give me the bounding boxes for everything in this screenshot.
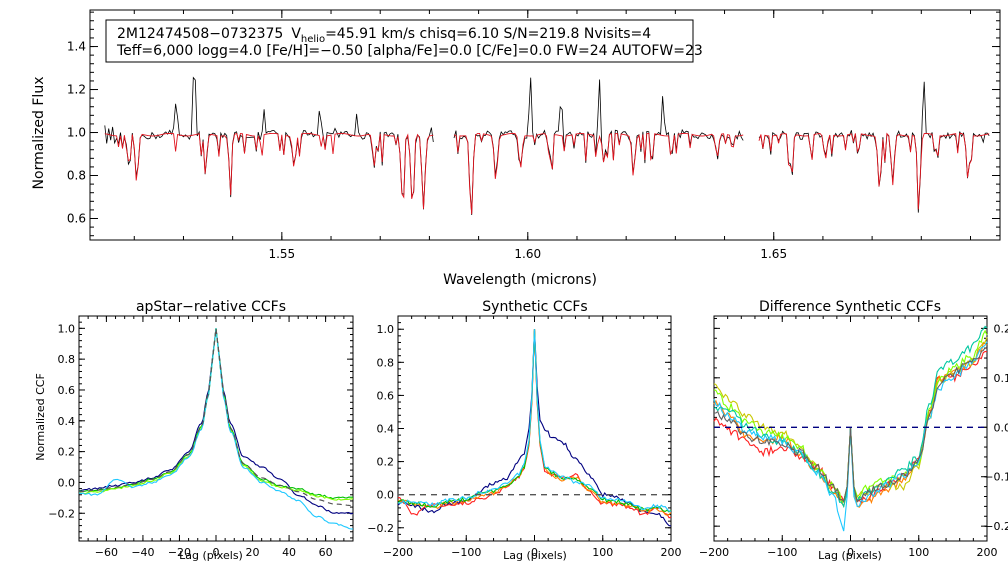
ccf-apstar-xtick-label: −20 [168,546,191,559]
spectrum-xlabel: Wavelength (microns) [443,272,597,288]
spectrum-observed-chip-1 [104,76,434,210]
ccf-apstar-line-visit-3 [78,328,354,501]
ccf-apstar-line-visit-1 [78,328,354,515]
ccf-difference-xtick-label: −200 [699,546,729,559]
ccf-apstar-xtick-label: 60 [319,546,333,559]
ccf-apstar-xtick-label: −40 [131,546,154,559]
spectrum-ylabel: Normalized Flux [31,77,47,190]
ccf-difference-ytick-label: −0.1 [984,471,1008,484]
spectrum-observed-chip-2 [453,77,744,216]
ccf-difference-xtick-label: 100 [908,546,929,559]
ccf-synthetic-line-visit-1 [397,329,672,527]
ccf-apstar-title: apStar−relative CCFs [136,299,286,315]
spectrum-ytick-label: 1.4 [67,40,86,54]
ccf-synthetic-ytick-label: −0.2 [367,522,394,535]
legend-v-sub: helio [301,34,325,45]
ccf-synthetic-title: Synthetic CCFs [482,299,587,315]
ccf-apstar-xtick-label: 40 [282,546,296,559]
spectrum-xtick-label: 1.55 [268,247,295,261]
ccf-apstar-ylabel: Normalized CCF [34,373,47,461]
ccf-synthetic-ytick-label: 0.4 [377,423,395,436]
ccf-difference-xtick-label: 0 [847,546,854,559]
ccf-synthetic-line-visit-3 [397,329,672,516]
ccf-synthetic-xtick-label: 100 [592,546,613,559]
ccf-difference-xtick-label: −100 [767,546,797,559]
ccf-difference-ytick-label: 0.0 [994,421,1008,434]
ccf-apstar-ytick-label: 0.8 [58,353,76,366]
ccf-apstar-ytick-label: 0.4 [58,415,76,428]
axes-layer: 1.55 1.60 1.650.60.81.01.21.4−60 −40 −20 0 20 4… [48,9,1008,559]
ccf-difference-line-diff-4 [713,329,988,503]
legend-v: V [291,26,301,42]
ccf-synthetic-line-visit-2 [397,329,672,519]
spectrum-model-chip-1 [104,132,434,209]
spectrum-model-chip-2 [453,132,744,215]
ccf-synthetic-ytick-label: 0.6 [377,389,395,402]
legend-object: 2M12474508−0732375 [117,26,283,42]
legend-box [105,19,694,63]
ccf-synthetic-ytick-label: 1.0 [377,323,395,336]
ccf-difference-xlabel: Lag (pixels) [818,549,882,562]
spectrum-frame [89,9,1001,241]
ccf-synthetic-ytick-label: 0.0 [377,489,395,502]
ccf-synthetic-ytick-label: 0.2 [377,456,395,469]
ccf-apstar-ytick-label: −0.2 [48,507,75,520]
data-layer [78,76,990,532]
ccf-synthetic-ytick-label: 0.8 [377,356,395,369]
spectrum-xtick-label: 1.65 [760,247,787,261]
ccf-synthetic-xtick-label: −200 [383,546,413,559]
ccf-synthetic-xlabel: Lag (pixels) [503,549,567,562]
ccf-apstar-xtick-label: 0 [213,546,220,559]
ccf-apstar-line-visit-4 [78,328,354,530]
ccf-difference-line-diff-5 [713,325,988,509]
ccf-difference-ytick-label: 0.1 [994,372,1008,385]
ccf-synthetic-line-visit-5 [397,329,672,512]
ccf-difference-line-diff-7 [713,346,988,503]
ccf-apstar-xtick-label: −60 [95,546,118,559]
spectrum-ytick-label: 1.0 [67,126,86,140]
ccf-synthetic-line-visit-4 [397,329,672,513]
spectrum-model-chip-3 [758,132,990,210]
legend-line1-rest: =45.91 km/s chisq=6.10 S/N=219.8 Nvisits… [325,26,651,42]
ccf-apstar-frame [78,315,354,542]
ccf-difference-ytick-label: −0.2 [984,520,1008,533]
spectrum-ytick-label: 0.6 [67,212,86,226]
ccf-apstar-xlabel: Lag (pixels) [179,549,243,562]
ccf-synthetic-xtick-label: −100 [451,546,481,559]
ccf-difference-ytick-label: 0.2 [994,322,1008,335]
ccf-apstar-ytick-label: 0.6 [58,384,76,397]
ccf-apstar-xtick-label: 20 [246,546,260,559]
ccf-apstar-ytick-label: 1.0 [58,322,76,335]
spectrum-ytick-label: 1.2 [67,83,86,97]
spectrum-xtick-label: 1.60 [514,247,541,261]
ccf-synthetic-xtick-label: 0 [531,546,538,559]
spectrum-ytick-label: 0.8 [67,169,86,183]
ccf-apstar-ytick-label: 0.0 [58,476,76,489]
spectrum-legend: 2M12474508−0732375 Vhelio=45.91 km/s chis… [105,19,703,63]
legend-line1: 2M12474508−0732375 Vhelio=45.91 km/s chis… [117,26,651,45]
ccf-apstar-line-visit-2 [78,328,353,500]
ccf-difference-xtick-label: 200 [977,546,998,559]
ccf-apstar-line-combined [78,328,354,507]
ccf-synthetic-xtick-label: 200 [661,546,682,559]
legend-line2: Teff=6,000 logg=4.0 [Fe/H]=−0.50 [alpha/… [116,43,703,59]
ccf-apstar-ytick-label: 0.2 [58,446,76,459]
ccf-difference-title: Difference Synthetic CCFs [759,299,941,315]
